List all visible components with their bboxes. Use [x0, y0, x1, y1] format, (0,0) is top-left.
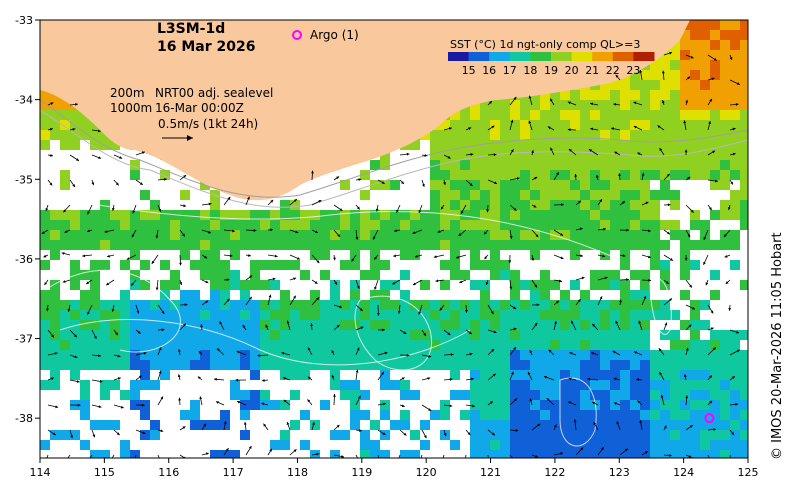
colorbar-swatch	[571, 52, 593, 61]
colorbar-tick-label: 15	[462, 64, 476, 77]
sealevel-contours	[44, 199, 672, 447]
colorbar-tick-label: 23	[626, 64, 640, 77]
x-tick-label: 115	[94, 466, 115, 479]
depth-contour-1000m	[40, 109, 748, 208]
colorbar-tick-label: 17	[503, 64, 517, 77]
argo-legend-marker	[292, 30, 302, 40]
argo-float-marker[interactable]	[704, 413, 715, 424]
y-tick-label: -38	[15, 412, 33, 425]
x-tick-label: 119	[351, 466, 372, 479]
colorbar-tick-label: 20	[565, 64, 579, 77]
map-frame	[39, 19, 749, 459]
depth-label-200m: 200m	[110, 86, 145, 100]
x-tick-label: 122	[544, 466, 565, 479]
colorbar-swatch	[551, 52, 573, 61]
credit-text: © IMOS 20-Mar-2026 11:05 Hobart	[770, 232, 785, 460]
y-tick-label: -36	[15, 253, 33, 266]
date-title: 16 Mar 2026	[157, 39, 255, 55]
colorbar-swatch	[448, 52, 470, 61]
x-tick-label: 120	[416, 466, 437, 479]
colorbar-swatch	[612, 52, 634, 61]
product-title: L3SM-1d	[157, 21, 225, 37]
x-tick-label: 121	[480, 466, 501, 479]
vector-scale-label: 0.5m/s (1kt 24h)	[158, 117, 258, 131]
x-tick-label: 124	[673, 466, 694, 479]
colorbar-swatch	[509, 52, 531, 61]
depth-label-1000m: 1000m	[110, 101, 152, 115]
x-tick-label: 117	[223, 466, 244, 479]
colorbar-swatch	[633, 52, 655, 61]
vector-time-label: 16-Mar 00:00Z	[155, 101, 244, 115]
x-tick-label: 116	[158, 466, 179, 479]
vector-product-label: NRT00 adj. sealevel	[155, 86, 273, 100]
colorbar-swatch	[489, 52, 511, 61]
current-vectors	[41, 51, 741, 458]
axes: 114 115 116 117 118 119 120 121 122 123 124 125 -33 -…	[15, 14, 758, 479]
x-tick-label: 125	[738, 466, 759, 479]
x-tick-label: 123	[609, 466, 630, 479]
x-tick-label: 114	[30, 466, 51, 479]
colorbar-tick-label: 16	[482, 64, 496, 77]
y-tick-label: -35	[15, 173, 33, 186]
y-tick-label: -37	[15, 333, 33, 346]
argo-legend-label: Argo (1)	[310, 28, 359, 42]
y-tick-label: -34	[15, 94, 33, 107]
colorbar-swatch	[468, 52, 490, 61]
colorbar-swatch	[530, 52, 552, 61]
colorbar-tick-label: 19	[544, 64, 558, 77]
colorbar-tick-label: 22	[606, 64, 620, 77]
argo-floats	[704, 413, 715, 424]
land-australia	[40, 20, 690, 201]
x-tick-label: 118	[287, 466, 308, 479]
colorbar-title: SST (°C) 1d ngt-only comp QL>=3	[450, 38, 640, 51]
colorbar-swatch	[592, 52, 614, 61]
colorbar-tick-label: 21	[585, 64, 599, 77]
colorbar-tick-label: 18	[523, 64, 537, 77]
vector-scale-arrow	[162, 135, 193, 141]
depth-contour-200m	[40, 99, 748, 198]
y-tick-label: -33	[15, 14, 33, 27]
colorbar: 15 16 17 18 19 20 21 22 23	[448, 52, 655, 77]
